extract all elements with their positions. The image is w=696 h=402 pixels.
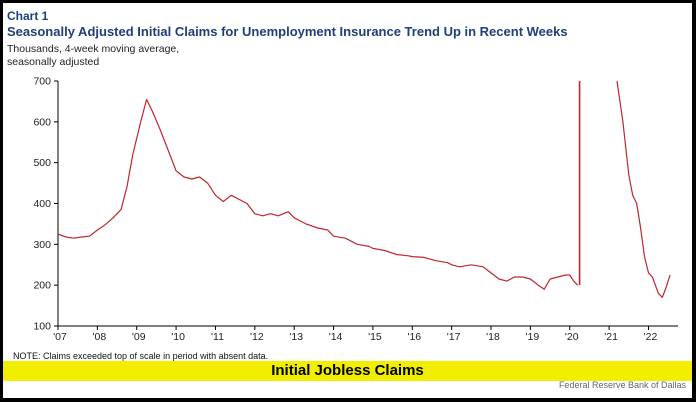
y-tick-label: 200 [33,280,51,292]
x-tick-label: '13 [289,331,303,343]
axes [57,81,678,327]
series-line-1 [57,98,579,290]
x-tick-label: '18 [486,331,500,343]
x-tick-label: '08 [93,331,107,343]
x-tick-label: '14 [329,331,343,343]
x-tick-label: '21 [604,331,618,343]
source-credit: Federal Reserve Bank of Dallas [558,380,686,390]
y-axis: 100 200 300 400 500 600 700 [33,76,58,333]
y-tick-label: 500 [33,157,51,169]
x-tick-label: '20 [565,331,579,343]
chart-frame: Chart 1 Seasonally Adjusted Initial Clai… [3,3,692,398]
x-tick-label: '10 [171,331,185,343]
x-axis: '07 '08 '09 '10 '11 '12 '13 '14 '15 '16 '17 '18 '19 '… [53,326,657,343]
x-tick-label: '12 [250,331,264,343]
x-tick-label: '19 [526,331,540,343]
banner: Initial Jobless Claims [3,361,692,381]
line-chart: 100 200 300 400 500 600 700 '07 '08 '09 '10 '11 '12… [33,76,678,343]
y-tick-label: 600 [33,116,51,128]
x-tick-label: '15 [368,331,382,343]
x-tick-label: '09 [132,331,146,343]
y-tick-label: 100 [33,321,51,333]
x-tick-label: '11 [211,331,224,343]
series-layer [57,80,671,298]
x-tick-label: '07 [53,331,67,343]
x-tick-label: '22 [644,331,658,343]
y-tick-label: 400 [33,198,51,210]
chart-note: NOTE: Claims exceeded top of scale in pe… [13,351,269,361]
chart-title: Seasonally Adjusted Initial Claims for U… [7,24,568,39]
banner-text: Initial Jobless Claims [271,362,424,379]
chart-subtitle: Thousands, 4-week moving average, season… [7,43,180,68]
y-tick-label: 700 [33,76,51,88]
y-tick-label: 300 [33,239,51,251]
x-tick-label: '17 [447,331,461,343]
chart-number: Chart 1 [7,9,49,23]
x-tick-label: '16 [407,331,421,343]
series-line-2 [616,80,671,298]
